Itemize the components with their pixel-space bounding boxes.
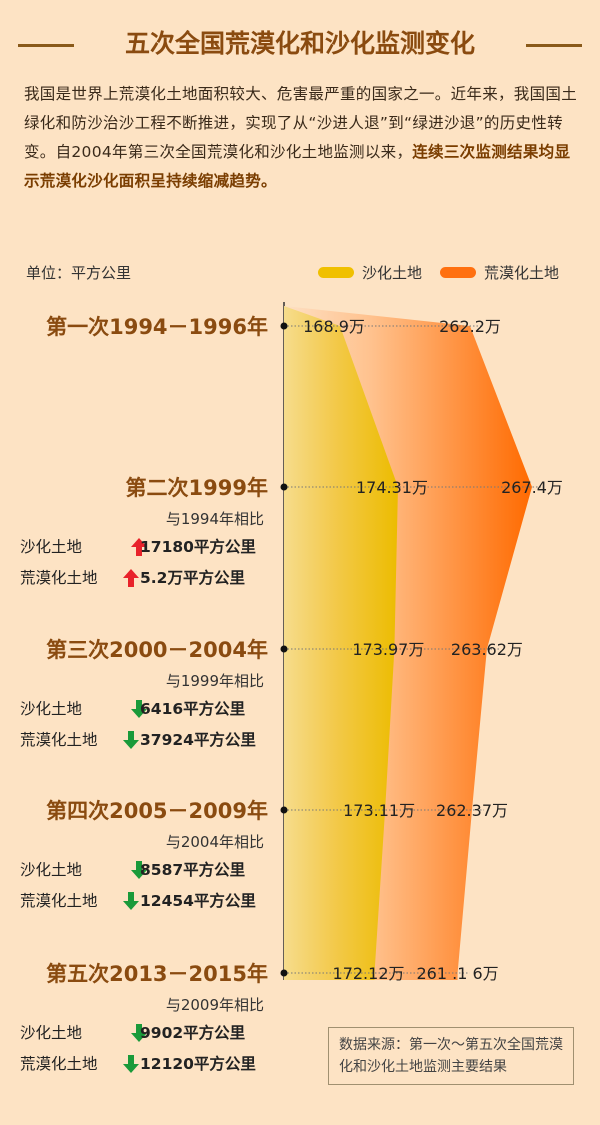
period-label-4: 第四次2005－2009年 [46,799,268,823]
axis-dot-4 [280,806,288,814]
change-name: 沙化土地 [20,700,83,718]
legend-swatch-desert [440,267,476,278]
title-divider-left [18,44,74,47]
label-desert-5: 261 .1 6万 [417,964,499,983]
intro-highlight: 连续三次监测结果均显示荒漠化沙化面积呈持续缩减趋势。 [24,143,571,190]
area-sand [284,306,398,980]
change-row-4-2: 荒漠化土地 12454平方公里 [20,889,270,913]
axis-dot-1 [280,322,288,330]
period-label-1: 第一次1994－1996年 [46,315,268,339]
label-sand-2: 174.31万 [356,478,428,497]
arrow-down-icon [122,1054,140,1074]
period-label-5: 第五次2013－2015年 [46,962,268,986]
label-sand-5: 172.12万 [333,964,405,983]
change-value: 9902平方公里 [140,1024,246,1042]
title-row: 五次全国荒漠化和沙化监测变化 [0,22,600,68]
compare-label-5: 与2009年相比 [165,996,264,1014]
change-row-4-1: 沙化土地 8587平方公里 [20,858,270,882]
label-desert-1: 262.2万 [439,317,501,336]
compare-label-2: 与1994年相比 [165,510,264,528]
arrow-down-icon [130,699,148,719]
change-row-3-1: 沙化土地 6416平方公里 [20,697,270,721]
change-name: 荒漠化土地 [20,1055,98,1073]
change-row-5-1: 沙化土地 9902平方公里 [20,1021,270,1045]
change-value: 8587平方公里 [140,861,246,879]
label-sand-3: 173.97万 [352,640,424,659]
compare-label-3: 与1999年相比 [165,672,264,690]
legend-label-sand: 沙化土地 [362,264,423,282]
change-value: 6416平方公里 [140,700,246,718]
change-value: 12120平方公里 [140,1055,256,1073]
label-sand-1: 168.9万 [303,317,365,336]
change-value: 12454平方公里 [140,892,256,910]
arrow-down-icon [130,860,148,880]
arrow-down-icon [122,891,140,911]
arrow-down-icon [130,1023,148,1043]
change-row-5-2: 荒漠化土地 12120平方公里 [20,1052,270,1076]
change-name: 沙化土地 [20,861,83,879]
change-name: 荒漠化土地 [20,569,98,587]
change-name: 荒漠化土地 [20,731,98,749]
axis-dot-5 [280,969,288,977]
unit-label: 单位：平方公里 [26,264,132,282]
axis-dot-2 [280,483,288,491]
label-desert-4: 262.37万 [436,801,508,820]
change-value: 37924平方公里 [140,731,256,749]
change-row-3-2: 荒漠化土地 37924平方公里 [20,728,270,752]
change-row-2-1: 沙化土地 17180平方公里 [20,535,270,559]
axis-dot-3 [280,645,288,653]
title-divider-right [526,44,582,47]
legend-swatch-sand [318,267,354,278]
intro-paragraph: 我国是世界上荒漠化土地面积较大、危害最严重的国家之一。近年来，我国国土绿化和防沙… [24,80,580,196]
change-row-2-2: 荒漠化土地 5.2万平方公里 [20,566,270,590]
source-note: 数据来源：第一次～第五次全国荒漠化和沙化土地监测主要结果 [328,1027,574,1085]
change-name: 沙化土地 [20,538,83,556]
intro-text: 我国是世界上荒漠化土地面积较大、危害最严重的国家之一。近年来，我国国土绿化和防沙… [24,85,578,161]
legend-item-desert: 荒漠化土地 [440,262,559,283]
legend-item-sand: 沙化土地 [318,262,422,283]
arrow-up-icon [122,568,140,588]
arrow-up-icon [130,537,148,557]
compare-label-4: 与2004年相比 [165,833,264,851]
page-title: 五次全国荒漠化和沙化监测变化 [124,29,475,58]
legend-label-desert: 荒漠化土地 [484,264,560,282]
label-desert-3: 263.62万 [451,640,523,659]
change-name: 荒漠化土地 [20,892,98,910]
period-label-3: 第三次2000－2004年 [46,638,268,662]
arrow-down-icon [122,730,140,750]
change-name: 沙化土地 [20,1024,83,1042]
label-desert-2: 267.4万 [501,478,563,497]
label-sand-4: 173.11万 [343,801,415,820]
period-label-2: 第二次1999年 [125,476,268,500]
change-value: 5.2万平方公里 [140,569,245,587]
change-value: 17180平方公里 [140,538,256,556]
